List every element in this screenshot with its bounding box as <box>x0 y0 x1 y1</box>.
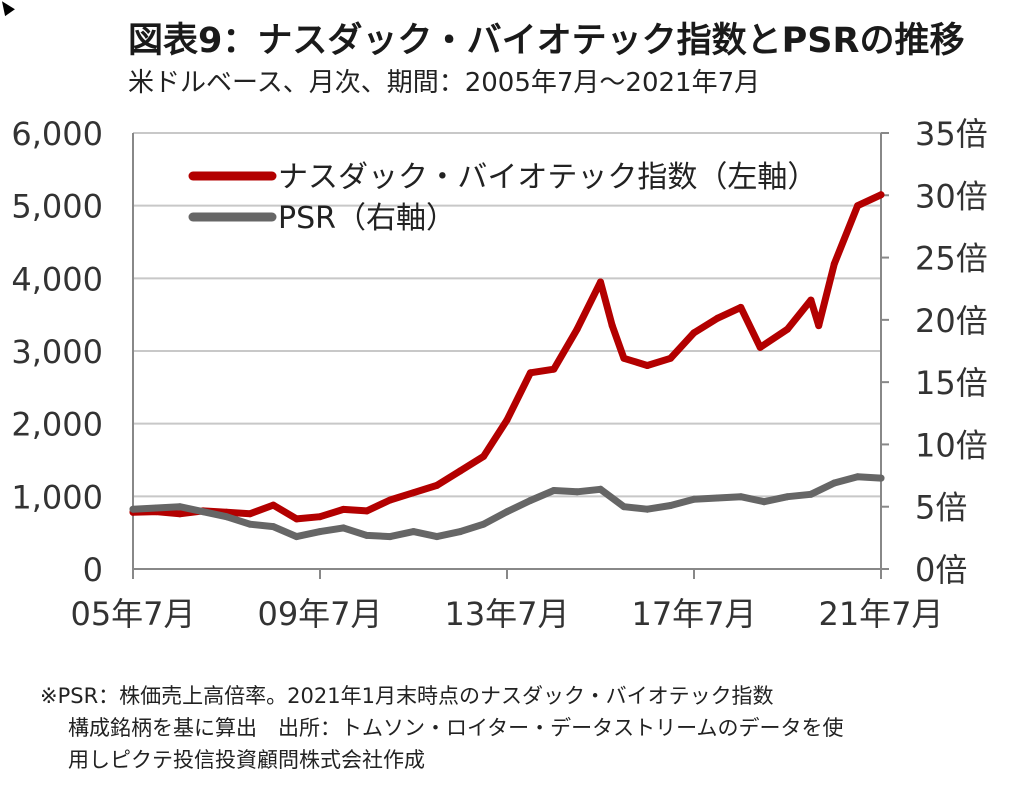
data-point-psr <box>269 523 277 531</box>
data-point-psr <box>223 513 230 521</box>
y-left-tick-label: 6,000 <box>11 115 103 153</box>
data-point-psr <box>877 474 885 482</box>
y-right-tick-label: 30倍 <box>915 177 988 215</box>
y-right-tick-label: 0倍 <box>915 551 967 589</box>
data-point-index <box>643 362 651 369</box>
data-point-index <box>830 260 838 268</box>
data-point-psr <box>503 508 511 516</box>
data-point-index <box>386 496 394 504</box>
y-right-tick-label: 10倍 <box>915 426 988 464</box>
data-point-index <box>807 296 815 304</box>
legend-label-index: ナスダック・バイオテック指数（左軸） <box>278 160 817 195</box>
data-point-psr <box>339 524 347 532</box>
data-point-index <box>176 510 184 518</box>
footnote-line-2: 構成銘柄を基に算出 出所：トムソン・ロイター・データストリームのデータを使 <box>68 716 844 740</box>
y-left-tick-label: 3,000 <box>11 333 103 371</box>
data-point-psr <box>363 531 371 539</box>
x-tick-label: 05年7月 <box>70 595 195 633</box>
data-point-index <box>246 510 254 518</box>
data-point-index <box>854 202 862 210</box>
y-right-tick-label: 25倍 <box>915 240 988 278</box>
data-point-psr <box>620 503 628 511</box>
data-point-psr <box>410 528 417 536</box>
data-point-index <box>877 191 885 199</box>
data-point-psr <box>784 493 791 501</box>
data-point-index <box>526 369 534 377</box>
y-left-tick-label: 2,000 <box>11 406 103 444</box>
footnote-line-1: ※PSR：株価売上高倍率。2021年1月末時点のナスダック・バイオテック指数 <box>40 684 774 708</box>
data-point-index <box>339 505 347 513</box>
data-point-psr <box>526 497 534 504</box>
data-point-index <box>667 354 675 362</box>
data-point-index <box>410 489 417 497</box>
data-point-psr <box>152 504 160 512</box>
data-point-psr <box>737 493 745 501</box>
data-point-psr <box>433 533 441 541</box>
data-point-index <box>608 322 616 330</box>
data-point-psr <box>807 490 815 498</box>
data-point-psr <box>690 495 698 503</box>
data-point-psr <box>830 479 838 487</box>
y-right-tick-label: 20倍 <box>915 302 988 340</box>
y-right-tick-label: 15倍 <box>915 364 988 402</box>
y-left-tick-label: 5,000 <box>11 188 103 226</box>
y-right-tick-label: 35倍 <box>915 115 988 153</box>
data-point-index <box>573 325 581 333</box>
data-point-index <box>456 467 464 475</box>
data-point-psr <box>129 505 137 513</box>
y-right-tick-label: 5倍 <box>915 489 967 527</box>
data-point-index <box>737 303 745 311</box>
x-tick-label: 13年7月 <box>444 595 569 633</box>
y-left-tick-label: 1,000 <box>11 478 103 516</box>
data-point-index <box>480 452 488 460</box>
chart-title: 図表9：ナスダック・バイオテック指数とPSRの推移 <box>128 21 965 61</box>
data-point-index <box>316 513 324 521</box>
series-line-psr <box>129 473 885 541</box>
data-point-psr <box>667 502 675 509</box>
data-point-index <box>597 278 604 286</box>
data-point-psr <box>456 528 464 536</box>
data-point-index <box>815 322 823 330</box>
footnote-line-3: 用しピクテ投信投資顧問株式会社作成 <box>68 748 425 772</box>
data-point-index <box>503 416 511 424</box>
data-point-index <box>756 343 764 351</box>
data-point-psr <box>246 520 254 528</box>
data-point-psr <box>854 473 862 481</box>
data-point-index <box>713 314 721 322</box>
data-point-psr <box>386 533 394 541</box>
data-point-psr <box>293 533 301 541</box>
data-point-index <box>784 325 791 333</box>
data-point-index <box>293 515 301 523</box>
data-point-psr <box>573 488 581 496</box>
data-point-psr <box>199 508 207 516</box>
data-point-psr <box>597 485 604 493</box>
y-left-tick-label: 4,000 <box>11 260 103 298</box>
data-point-psr <box>316 528 324 536</box>
data-point-psr <box>713 494 721 502</box>
data-point-psr <box>550 487 558 494</box>
data-point-psr <box>760 498 768 506</box>
data-point-index <box>269 501 277 509</box>
data-point-index <box>620 354 628 362</box>
data-point-index <box>690 329 698 337</box>
data-point-psr <box>176 503 184 511</box>
y-left-tick-label: 0 <box>83 551 103 589</box>
series-line-index <box>129 191 885 523</box>
data-point-psr <box>643 505 651 513</box>
data-point-index <box>433 481 441 489</box>
x-tick-label: 17年7月 <box>631 595 756 633</box>
data-point-index <box>363 507 371 515</box>
x-tick-label: 09年7月 <box>257 595 382 633</box>
chart-subtitle: 米ドルベース、月次、期間：2005年7月～2021年7月 <box>128 68 761 98</box>
data-point-index <box>550 365 558 373</box>
data-point-psr <box>480 520 488 528</box>
legend-label-psr: PSR（右軸） <box>278 201 456 236</box>
x-tick-label: 21年7月 <box>818 595 943 633</box>
